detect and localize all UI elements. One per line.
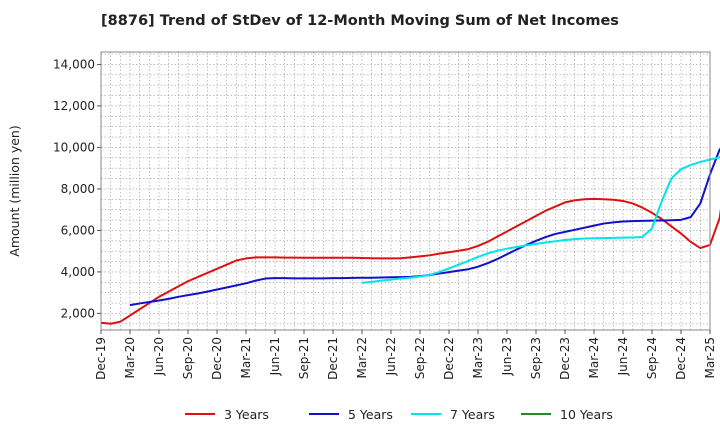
chart-title: [8876] Trend of StDev of 12-Month Moving… [101, 13, 619, 29]
x-tick-label: Jun-22 [384, 337, 398, 376]
x-tick-label: Mar-25 [703, 337, 717, 378]
x-tick-label: Sep-20 [181, 337, 195, 379]
y-tick-label: 8,000 [61, 182, 95, 196]
legend-label-3-years: 3 Years [224, 407, 269, 422]
x-tick-label: Sep-21 [297, 337, 311, 379]
x-tick-label: Dec-22 [442, 337, 456, 380]
x-axis-ticks: Dec-19 Mar-20 Jun-20 Sep-20 Dec-20 Mar-21 Jun-… [94, 330, 717, 380]
y-tick-label: 14,000 [53, 57, 95, 71]
grid-lines [101, 52, 710, 330]
x-tick-label: Dec-24 [674, 337, 688, 380]
series-line-5-years [129, 147, 720, 307]
y-tick-label: 6,000 [61, 223, 95, 237]
x-tick-label: Jun-24 [616, 337, 630, 376]
x-tick-label: Dec-23 [558, 337, 572, 380]
y-tick-label: 2,000 [61, 306, 95, 320]
x-tick-label: Jun-23 [500, 337, 514, 376]
legend: 3 Years 5 Years 7 Years 10 Years [185, 407, 613, 422]
y-axis-label: Amount (million yen) [7, 125, 22, 256]
y-tick-label: 12,000 [53, 99, 95, 113]
y-axis-ticks: 2,000 4,000 6,000 8,000 10,000 12,000 14,000 [53, 57, 101, 320]
x-tick-label: Sep-23 [529, 337, 543, 379]
plot-frame [100, 51, 711, 331]
x-tick-label: Dec-20 [210, 337, 224, 380]
x-tick-label: Mar-21 [239, 337, 253, 378]
legend-label-7-years: 7 Years [450, 407, 495, 422]
x-tick-label: Jun-21 [268, 337, 282, 376]
x-tick-label: Mar-22 [355, 337, 369, 378]
plot-background [101, 52, 710, 330]
x-tick-label: Dec-19 [94, 337, 108, 380]
legend-label-5-years: 5 Years [348, 407, 393, 422]
series-line-3-years [100, 197, 720, 325]
y-tick-label: 10,000 [53, 140, 95, 154]
legend-label-10-years: 10 Years [560, 407, 613, 422]
x-tick-label: Sep-22 [413, 337, 427, 379]
x-tick-label: Mar-23 [471, 337, 485, 378]
series-line-7-years [361, 156, 720, 284]
x-tick-label: Mar-24 [587, 337, 601, 378]
series-lines [100, 147, 720, 325]
y-tick-label: 4,000 [61, 265, 95, 279]
x-tick-label: Sep-24 [645, 337, 659, 379]
x-tick-label: Jun-20 [152, 337, 166, 376]
x-tick-label: Dec-21 [326, 337, 340, 380]
x-tick-label: Mar-20 [123, 337, 137, 378]
